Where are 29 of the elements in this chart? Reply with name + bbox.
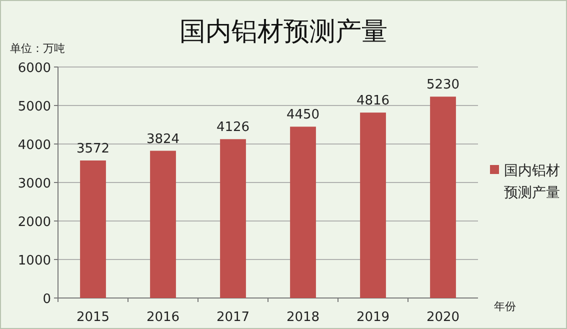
chart-title: 国内铝材预测产量	[180, 17, 388, 47]
x-tick-label: 2015	[76, 310, 110, 325]
data-label: 5230	[426, 78, 460, 93]
y-tick-label: 4000	[18, 138, 51, 153]
x-tick-label: 2018	[286, 310, 320, 325]
x-tick-label: 2017	[216, 310, 250, 325]
bar	[80, 160, 106, 298]
legend-label: 国内铝材预测产量	[504, 163, 560, 201]
bar	[290, 126, 316, 298]
data-label: 3572	[76, 141, 110, 156]
y-tick-label: 5000	[18, 100, 51, 114]
x-tick-label: 2019	[356, 310, 390, 325]
x-tick-label: 2016	[146, 310, 180, 325]
y-tick-label: 0	[42, 292, 51, 307]
y-tick-label: 3000	[18, 176, 51, 192]
y-tick-label: 1000	[18, 254, 51, 268]
data-label: 4816	[356, 94, 390, 109]
data-label: 3824	[146, 132, 180, 147]
bar	[150, 150, 176, 298]
bar	[220, 139, 246, 298]
data-label: 4450	[286, 108, 320, 123]
y-axis-title: 单位：万吨	[10, 42, 65, 55]
y-tick-label: 2000	[18, 215, 51, 230]
data-label: 4126	[216, 120, 250, 136]
bar	[360, 112, 386, 298]
x-tick-label: 2020	[426, 310, 460, 325]
x-axis-title: 年份	[494, 300, 516, 313]
y-tick-label: 6000	[18, 61, 51, 76]
bar	[430, 96, 456, 298]
